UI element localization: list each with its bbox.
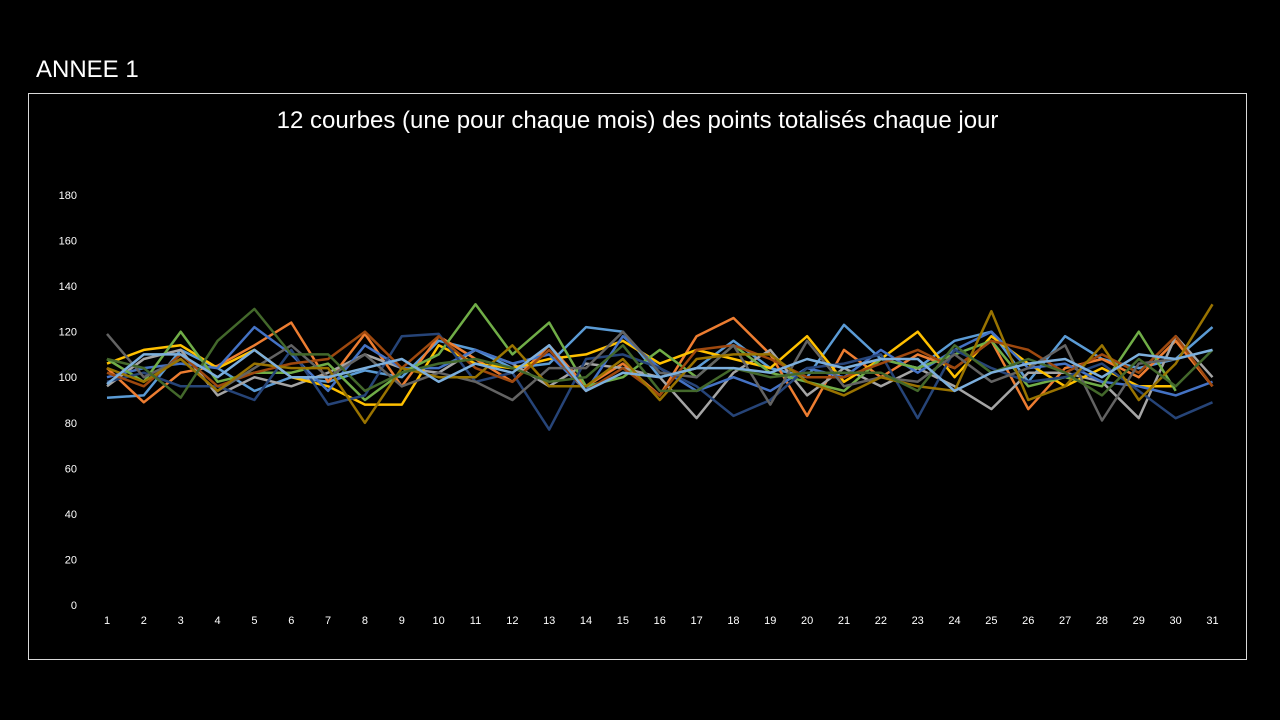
x-tick-label: 2 [141,615,147,627]
x-tick-label: 28 [1096,615,1108,627]
x-tick-label: 24 [948,615,960,627]
x-tick-label: 5 [251,615,257,627]
x-tick-label: 29 [1133,615,1145,627]
y-tick-label: 20 [65,554,77,566]
chart-frame: 12 courbes (une pour chaque mois) des po… [28,93,1247,660]
x-tick-label: 8 [362,615,368,627]
y-axis-ticks: 0 20 40 60 80 100 120 140 160 180 [59,190,77,612]
x-tick-label: 12 [506,615,518,627]
series-line-8 [106,330,1214,397]
x-tick-label: 11 [470,615,481,627]
slide-title: ANNEE 1 [36,56,139,83]
x-tick-label: 1 [104,615,110,627]
x-tick-label: 3 [178,615,184,627]
series-lines [106,303,1214,431]
series-line-9 [106,330,1176,422]
x-tick-label: 7 [325,615,331,627]
x-tick-label: 6 [288,615,294,627]
x-tick-label: 25 [985,615,997,627]
y-tick-label: 160 [59,236,77,248]
y-tick-label: 120 [59,327,77,339]
series-line-7 [106,332,1213,431]
y-tick-label: 40 [65,509,77,521]
x-tick-label: 15 [617,615,629,627]
x-tick-label: 14 [580,615,592,627]
x-tick-label: 16 [654,615,666,627]
y-tick-label: 140 [59,281,77,293]
x-tick-label: 22 [875,615,887,627]
y-tick-label: 80 [65,418,77,430]
x-tick-label: 13 [543,615,555,627]
series-line-12 [106,344,1213,393]
x-tick-label: 10 [433,615,445,627]
x-axis-ticks: 1 2 3 4 5 6 7 8 9 10 11 12 13 14 15 16 17 18 19 20 21 22 23 24 2… [104,615,1219,627]
y-tick-label: 100 [59,372,77,384]
y-tick-label: 180 [59,190,77,202]
x-tick-label: 20 [801,615,813,627]
y-tick-label: 60 [65,463,77,475]
y-tick-label: 0 [71,600,77,612]
series-line-11 [106,307,1214,399]
x-tick-label: 21 [838,615,850,627]
x-tick-label: 26 [1022,615,1034,627]
chart-title: 12 courbes (une pour chaque mois) des po… [276,107,999,134]
x-tick-label: 31 [1206,615,1218,627]
x-tick-label: 30 [1170,615,1182,627]
x-tick-label: 19 [764,615,776,627]
series-line-10 [106,303,1214,425]
x-tick-label: 17 [690,615,702,627]
x-tick-label: 27 [1059,615,1071,627]
x-tick-label: 4 [214,615,220,627]
x-tick-label: 9 [399,615,405,627]
x-tick-label: 23 [912,615,924,627]
x-tick-label: 18 [727,615,739,627]
